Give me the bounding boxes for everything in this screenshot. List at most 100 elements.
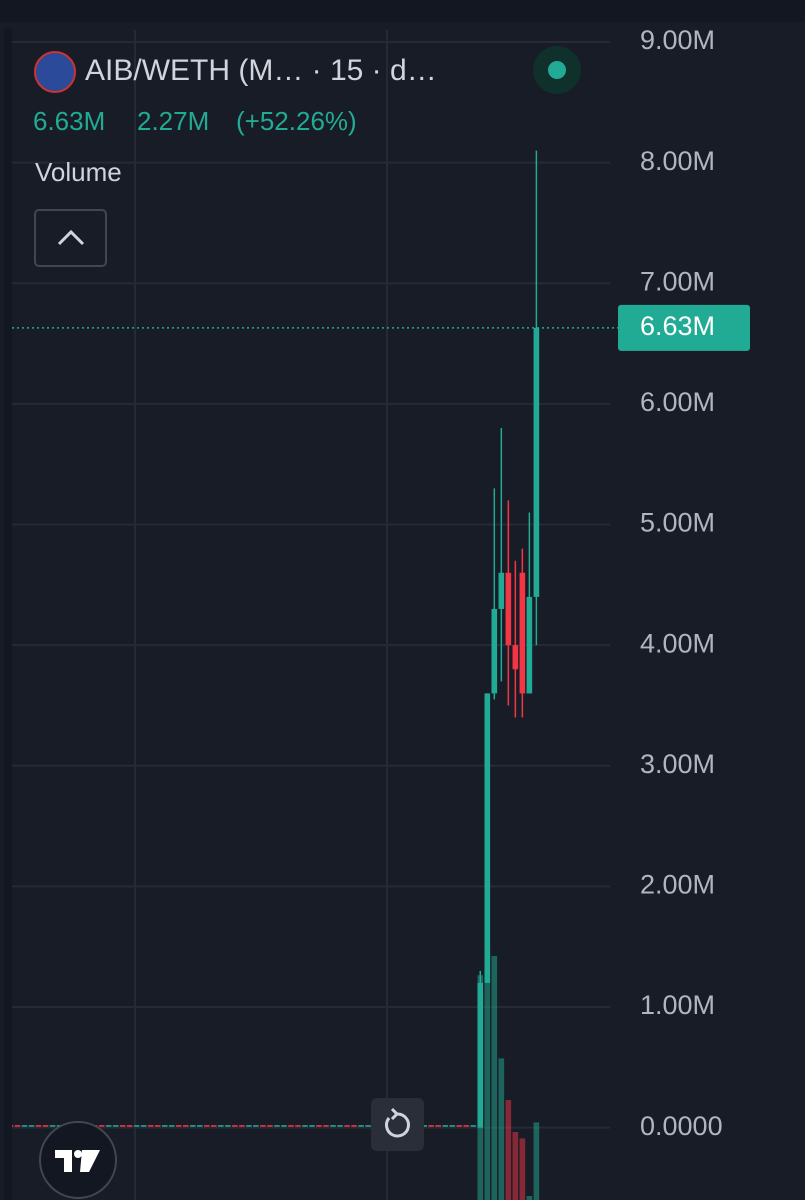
candle-body bbox=[225, 1125, 231, 1127]
logo-dot bbox=[74, 1150, 82, 1158]
volume-bar bbox=[498, 1058, 505, 1200]
candle-body bbox=[323, 1125, 329, 1127]
candle-body bbox=[281, 1125, 287, 1127]
volume-bar bbox=[512, 1132, 519, 1200]
candle-body bbox=[449, 1125, 456, 1127]
candle-body bbox=[442, 1125, 449, 1127]
left-edge bbox=[4, 28, 12, 1200]
chevron-icon bbox=[57, 229, 85, 246]
candle-body bbox=[463, 1125, 470, 1127]
logo-mark bbox=[55, 1150, 100, 1172]
candle-body bbox=[98, 1125, 105, 1127]
candle-body bbox=[28, 1125, 35, 1127]
tradingview-logo[interactable] bbox=[39, 1121, 117, 1199]
y-tick-label: 2.00M bbox=[640, 870, 715, 900]
candle-body bbox=[246, 1125, 252, 1127]
y-tick-label: 5.00M bbox=[640, 508, 715, 538]
last-price-tag bbox=[618, 304, 750, 351]
candle-body bbox=[154, 1125, 161, 1127]
volume-bar bbox=[484, 949, 491, 1200]
volume-bar bbox=[533, 1122, 540, 1200]
candle-body bbox=[119, 1125, 126, 1127]
candle-body bbox=[197, 1125, 203, 1127]
candle-body bbox=[526, 596, 533, 694]
candle-body bbox=[168, 1125, 175, 1127]
candle-body bbox=[161, 1125, 168, 1127]
candle-body bbox=[470, 1125, 477, 1127]
candle-body bbox=[260, 1125, 266, 1127]
status-dot bbox=[548, 61, 566, 79]
candle-body bbox=[140, 1125, 147, 1127]
candle-body bbox=[133, 1125, 140, 1127]
candles bbox=[12, 150, 540, 1128]
token-icon bbox=[34, 51, 76, 93]
reset-icon bbox=[385, 1112, 410, 1138]
y-tick-label: 8.00M bbox=[640, 146, 715, 176]
candle-body bbox=[421, 1125, 427, 1127]
candle-body bbox=[302, 1125, 308, 1127]
candle-body bbox=[190, 1125, 196, 1127]
candle-body bbox=[126, 1125, 133, 1127]
candle-body bbox=[519, 572, 526, 694]
reset-button[interactable] bbox=[371, 1098, 424, 1151]
y-tick-label: 4.00M bbox=[640, 628, 715, 658]
candle-body bbox=[316, 1125, 322, 1127]
candle-body bbox=[435, 1125, 442, 1127]
candle-body bbox=[105, 1125, 112, 1127]
candle-body bbox=[344, 1125, 350, 1127]
candle-body bbox=[533, 327, 540, 597]
candle-body bbox=[211, 1125, 217, 1127]
candle-body bbox=[491, 608, 498, 694]
last-price-label: 6.63M bbox=[640, 311, 715, 341]
header-change: 2.27M bbox=[137, 106, 209, 136]
y-tick-label: 6.00M bbox=[640, 387, 715, 417]
candle-body bbox=[239, 1125, 245, 1127]
candle-body bbox=[175, 1125, 182, 1127]
candle-body bbox=[267, 1125, 273, 1127]
candle-body bbox=[232, 1125, 238, 1127]
top-bar bbox=[0, 0, 805, 22]
candle-body bbox=[253, 1125, 259, 1127]
header-price: 6.63M bbox=[33, 106, 105, 136]
y-axis: 0.0000 1.00M 2.00M 3.00M 4.00M 5.00M 6.00M 7.00… bbox=[640, 25, 723, 1141]
candle-body bbox=[477, 982, 484, 1128]
candle-body bbox=[484, 693, 491, 983]
candle-body bbox=[358, 1125, 364, 1127]
candle-body bbox=[505, 572, 512, 646]
y-tick-label: 9.00M bbox=[640, 25, 715, 55]
candle-body bbox=[12, 1125, 14, 1127]
y-tick-label: 7.00M bbox=[640, 266, 715, 296]
candle-body bbox=[49, 1125, 56, 1127]
candle-body bbox=[295, 1125, 301, 1127]
candle-body bbox=[365, 1125, 371, 1127]
candle-body bbox=[183, 1125, 189, 1127]
candle-body bbox=[288, 1125, 294, 1127]
candle-body bbox=[204, 1125, 210, 1127]
y-tick-label: 0.0000 bbox=[640, 1111, 723, 1141]
candle-body bbox=[274, 1125, 280, 1127]
candle-body bbox=[351, 1125, 357, 1127]
candle-body bbox=[309, 1125, 315, 1127]
candle-body bbox=[42, 1125, 49, 1127]
candle-body bbox=[218, 1125, 224, 1127]
volume-bar bbox=[505, 1100, 512, 1200]
candle-body bbox=[112, 1125, 119, 1127]
candle-body bbox=[14, 1125, 21, 1127]
volume-bar bbox=[491, 956, 498, 1200]
candle-body bbox=[330, 1125, 336, 1127]
y-tick-label: 3.00M bbox=[640, 749, 715, 779]
candle-body bbox=[147, 1125, 154, 1127]
header-change-pct: (+52.26%) bbox=[236, 106, 357, 136]
y-tick-label: 1.00M bbox=[640, 990, 715, 1020]
collapse-button[interactable] bbox=[34, 209, 107, 267]
candle-body bbox=[428, 1125, 435, 1127]
volume-bar bbox=[526, 1196, 533, 1200]
candle-body bbox=[456, 1125, 463, 1127]
candle-body bbox=[512, 645, 519, 670]
candle-body bbox=[35, 1125, 42, 1127]
reset-icon-arrow bbox=[390, 1107, 400, 1121]
candle-body bbox=[21, 1125, 28, 1127]
candle-body bbox=[337, 1125, 343, 1127]
